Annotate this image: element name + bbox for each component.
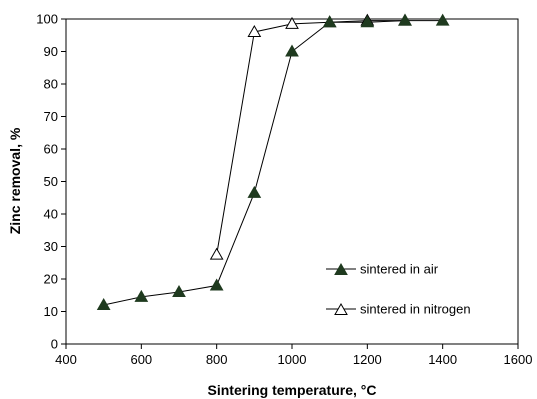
series-1 — [209, 13, 412, 260]
data-point — [134, 289, 149, 302]
y-tick-label: 50 — [44, 174, 58, 189]
series-0 — [96, 13, 450, 310]
x-tick-label: 1600 — [504, 352, 533, 367]
legend-item: sintered in air — [326, 262, 439, 277]
y-axis-ticks: 0 10 20 30 40 50 60 70 80 90 100 — [36, 12, 66, 352]
legend: sintered in air sintered in nitrogen — [326, 262, 471, 317]
y-tick-label: 20 — [44, 272, 58, 287]
axes — [65, 18, 519, 345]
y-tick-label: 40 — [44, 207, 58, 222]
y-tick-label: 30 — [44, 239, 58, 254]
y-tick-label: 70 — [44, 109, 58, 124]
y-tick-label: 0 — [51, 337, 58, 352]
data-point — [172, 284, 186, 297]
x-tick-label: 400 — [55, 352, 77, 367]
x-tick-label: 600 — [130, 352, 152, 367]
data-point — [360, 15, 375, 28]
y-tick-label: 60 — [44, 142, 58, 157]
data-point — [435, 13, 450, 26]
series-group — [96, 13, 450, 310]
series-line — [216, 20, 405, 255]
x-tick-label: 1200 — [353, 352, 382, 367]
series-line — [103, 20, 443, 306]
legend-label: sintered in nitrogen — [360, 302, 471, 317]
data-point — [285, 44, 299, 57]
legend-marker — [334, 262, 348, 275]
legend-marker — [334, 302, 348, 315]
data-point — [285, 16, 299, 29]
x-tick-label: 800 — [206, 352, 228, 367]
y-tick-label: 80 — [44, 77, 58, 92]
y-tick-label: 90 — [44, 44, 58, 59]
legend-label: sintered in air — [360, 262, 439, 277]
y-axis-title: Zinc removal, % — [7, 127, 23, 234]
x-axis-ticks: 400 600 800 1000 1200 1400 1600 — [55, 344, 532, 367]
data-point — [322, 15, 337, 28]
data-point — [209, 278, 224, 291]
x-axis-title: Sintering temperature, °C — [208, 382, 377, 398]
x-tick-label: 1000 — [278, 352, 307, 367]
data-point — [398, 13, 412, 26]
legend-item: sintered in nitrogen — [326, 302, 471, 317]
x-tick-label: 1400 — [428, 352, 457, 367]
y-tick-label: 100 — [36, 12, 58, 27]
data-point — [247, 24, 262, 37]
plot-frame — [65, 18, 519, 345]
y-tick-label: 10 — [44, 304, 58, 319]
data-point — [209, 247, 224, 260]
data-point — [96, 297, 111, 310]
data-point — [247, 185, 262, 198]
